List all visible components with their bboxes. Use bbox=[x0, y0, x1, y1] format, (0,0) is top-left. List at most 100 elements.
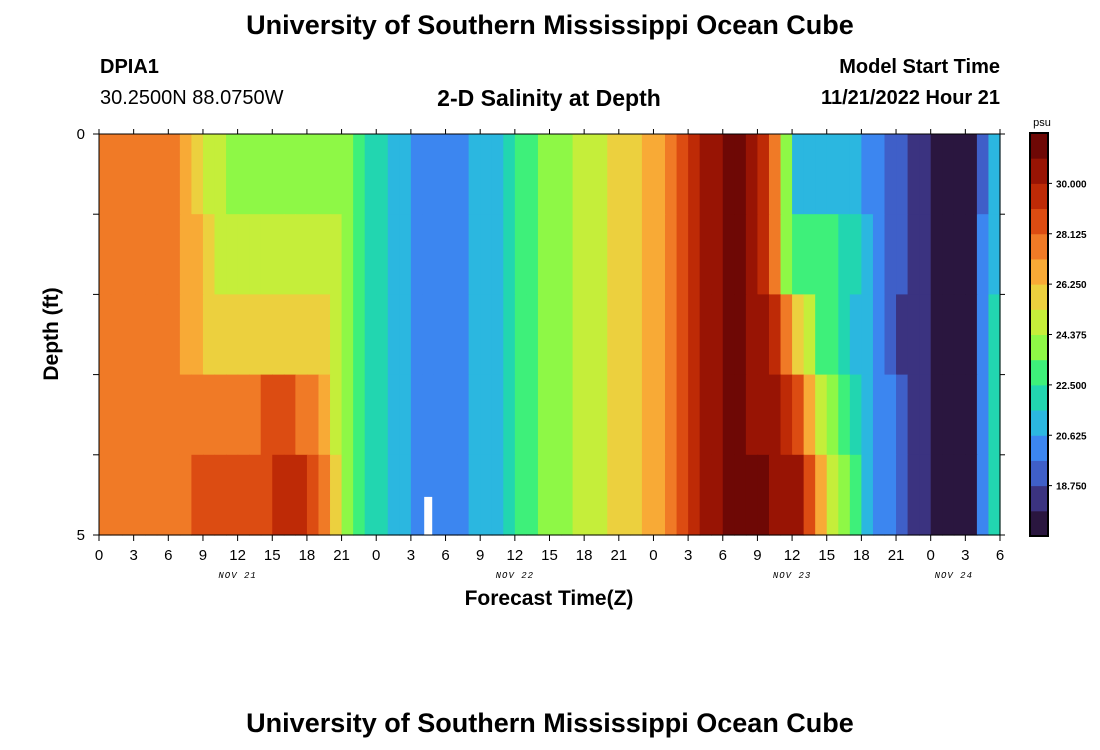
x-axis-label: Forecast Time(Z) bbox=[465, 587, 634, 610]
heatmap-cell bbox=[249, 294, 262, 376]
heatmap-cell bbox=[861, 294, 874, 376]
heatmap-cell bbox=[722, 134, 735, 215]
heatmap-cell bbox=[734, 294, 747, 376]
heatmap-cell bbox=[306, 134, 320, 215]
heatmap-cell bbox=[826, 374, 839, 456]
x-tick-label: 0 bbox=[927, 547, 935, 564]
heatmap-cell bbox=[283, 374, 296, 456]
heatmap-cell bbox=[99, 374, 112, 456]
heatmap-cell bbox=[942, 294, 955, 376]
heatmap-cell bbox=[168, 134, 181, 215]
colorbar-segment bbox=[1030, 183, 1048, 210]
heatmap-cell bbox=[976, 294, 990, 376]
heatmap-cell bbox=[295, 374, 308, 456]
heatmap-cell bbox=[433, 294, 447, 376]
heatmap-cell bbox=[953, 454, 966, 536]
plot-title: 2-D Salinity at Depth bbox=[437, 85, 661, 111]
heatmap-cell bbox=[757, 134, 770, 215]
heatmap-cell bbox=[133, 454, 146, 536]
heatmap-cell bbox=[561, 454, 574, 536]
heatmap-cell bbox=[942, 454, 955, 536]
heatmap-cell bbox=[630, 374, 643, 456]
heatmap-cell bbox=[457, 294, 470, 376]
heatmap-cell bbox=[676, 214, 689, 295]
heatmap-cell bbox=[433, 134, 447, 215]
chart-title-bottom: University of Southern Mississippi Ocean… bbox=[246, 708, 854, 738]
heatmap-cell bbox=[815, 374, 828, 456]
colorbar-segment bbox=[1030, 384, 1048, 411]
heatmap-cell bbox=[595, 374, 608, 456]
colorbar-tick-label: 22.500 bbox=[1056, 381, 1087, 392]
heatmap-cell bbox=[145, 134, 158, 215]
heatmap-cell bbox=[387, 134, 400, 215]
heatmap-cell bbox=[734, 134, 747, 215]
heatmap-cell bbox=[272, 294, 285, 376]
date-label: NOV 23 bbox=[773, 571, 811, 581]
heatmap-cell bbox=[930, 454, 943, 536]
heatmap-cell bbox=[133, 134, 146, 215]
heatmap-cell bbox=[688, 214, 701, 295]
heatmap-cell bbox=[884, 214, 897, 295]
heatmap-cell bbox=[780, 294, 793, 376]
heatmap-cell bbox=[422, 294, 435, 376]
colorbar-segment bbox=[1030, 158, 1048, 184]
heatmap-cell bbox=[572, 134, 585, 215]
heatmap-cell bbox=[514, 214, 527, 295]
heatmap-cell bbox=[318, 214, 331, 295]
colorbar-legend: 30.000 28.125 26.250 24.375 22.500 20.625 18.7… bbox=[1029, 132, 1087, 537]
heatmap-cell bbox=[122, 454, 135, 536]
heatmap-cell bbox=[803, 374, 816, 456]
heatmap-cell bbox=[607, 454, 620, 536]
heatmap-cell bbox=[202, 454, 216, 536]
heatmap-cell bbox=[122, 134, 135, 215]
heatmap-cell bbox=[768, 374, 782, 456]
heatmap-cell bbox=[861, 214, 874, 295]
heatmap-cell bbox=[768, 214, 782, 295]
heatmap-cell bbox=[965, 294, 978, 376]
station-coordinates: 30.2500N 88.0750W bbox=[100, 87, 284, 109]
heatmap-cell bbox=[480, 374, 493, 456]
x-tick-label: 21 bbox=[610, 547, 627, 564]
heatmap-cell bbox=[665, 454, 678, 536]
heatmap-cell bbox=[745, 454, 759, 536]
heatmap-cell bbox=[780, 374, 793, 456]
heatmap-cell bbox=[722, 454, 735, 536]
heatmap-cell bbox=[976, 374, 990, 456]
heatmap-cell bbox=[630, 454, 643, 536]
heatmap-cell bbox=[422, 214, 435, 295]
heatmap-cell bbox=[156, 454, 169, 536]
heatmap-cell bbox=[988, 454, 1001, 536]
heatmap-cells bbox=[99, 134, 1001, 536]
heatmap-cell bbox=[364, 454, 377, 536]
heatmap-cell bbox=[734, 374, 747, 456]
heatmap-cell bbox=[676, 374, 689, 456]
heatmap-cell bbox=[503, 454, 516, 536]
heatmap-cell bbox=[156, 134, 169, 215]
heatmap-cell bbox=[457, 454, 470, 536]
heatmap-cell bbox=[549, 454, 562, 536]
heatmap-cell bbox=[526, 134, 539, 215]
heatmap-cell bbox=[537, 214, 551, 295]
heatmap-cell bbox=[757, 454, 770, 536]
heatmap-cell bbox=[260, 134, 273, 215]
colorbar-segment bbox=[1030, 435, 1048, 461]
heatmap-cell bbox=[410, 454, 424, 536]
heatmap-cell bbox=[179, 134, 193, 215]
x-tick-label: 18 bbox=[853, 547, 870, 564]
heatmap-cell bbox=[595, 214, 608, 295]
heatmap-cell bbox=[872, 454, 886, 536]
heatmap-cell bbox=[341, 134, 354, 215]
heatmap-cell bbox=[976, 214, 990, 295]
heatmap-cell bbox=[399, 294, 412, 376]
heatmap-cell bbox=[110, 214, 123, 295]
heatmap-cell bbox=[272, 454, 285, 536]
heatmap-cell bbox=[526, 294, 539, 376]
heatmap-cell bbox=[745, 374, 759, 456]
heatmap-cell bbox=[318, 374, 331, 456]
heatmap-cell bbox=[803, 454, 816, 536]
heatmap-cell bbox=[202, 134, 216, 215]
heatmap-cell bbox=[607, 374, 620, 456]
heatmap-cell bbox=[988, 294, 1001, 376]
heatmap-cell bbox=[191, 214, 204, 295]
heatmap-cell bbox=[306, 214, 320, 295]
